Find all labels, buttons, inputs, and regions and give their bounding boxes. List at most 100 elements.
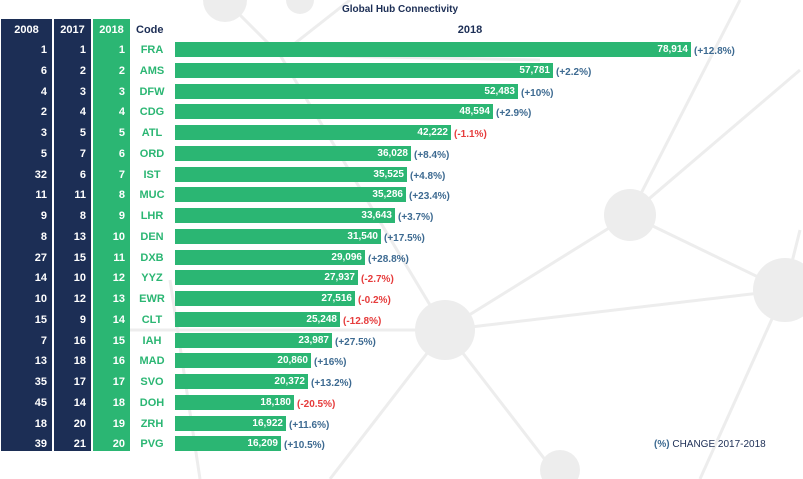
change-label: (+17.5%) [384, 233, 425, 244]
airport-code: DFW [139, 86, 165, 98]
rank-2017: 6 [79, 169, 86, 181]
data-label: 42,222 [417, 127, 448, 138]
rank-2008: 45 [34, 397, 47, 409]
header-code: Code [136, 24, 164, 36]
airport-code: IST [143, 169, 161, 181]
rank-2018: 20 [112, 438, 125, 450]
rank-2018: 11 [113, 252, 125, 264]
airport-code: PVG [140, 438, 164, 450]
data-label: 20,372 [274, 376, 305, 387]
rank-2017: 5 [79, 127, 86, 139]
rank-2008: 6 [40, 65, 47, 77]
change-label: (+11.6%) [289, 420, 330, 431]
header-2008: 2008 [14, 24, 39, 36]
bar [175, 208, 395, 223]
rank-2008: 7 [40, 335, 47, 347]
airport-code: ZRH [140, 418, 164, 430]
bar [175, 42, 691, 57]
rank-2008: 18 [34, 418, 47, 430]
bar [175, 167, 407, 182]
rank-2018: 18 [112, 397, 125, 409]
rank-2018: 3 [118, 86, 125, 98]
data-label: 18,180 [260, 397, 291, 408]
bar [175, 104, 493, 119]
data-label: 27,516 [321, 293, 352, 304]
data-label: 20,860 [277, 355, 308, 366]
airport-code: AMS [139, 65, 165, 77]
rank-2008: 8 [40, 231, 47, 243]
change-label: (+10%) [521, 88, 554, 99]
rank-2017: 8 [79, 210, 86, 222]
rank-2017: 16 [73, 335, 86, 347]
change-label: (+10.5%) [284, 440, 325, 451]
rank-2018: 6 [118, 148, 125, 160]
bar [175, 333, 332, 348]
data-label: 78,914 [657, 44, 688, 55]
rank-2018: 17 [112, 376, 125, 388]
header-2017: 2017 [60, 24, 85, 36]
data-label: 16,209 [247, 438, 278, 449]
airport-code: YYZ [141, 272, 163, 284]
rank-2017: 17 [73, 376, 86, 388]
rank-2018: 10 [112, 231, 125, 243]
airport-code: LHR [140, 210, 164, 222]
data-label: 29,096 [331, 252, 362, 263]
data-label: 27,937 [324, 272, 355, 283]
change-label: (+2.9%) [496, 108, 532, 119]
rank-2008: 3 [40, 127, 47, 139]
bar [175, 146, 411, 161]
rank-2018: 4 [118, 106, 125, 118]
bar [175, 270, 358, 285]
rank-2018: 16 [112, 355, 125, 367]
rank-2008: 13 [34, 355, 47, 367]
change-label: (+27.5%) [335, 337, 376, 348]
bar [175, 374, 308, 389]
airport-code: SVO [140, 376, 164, 388]
rank-2008: 9 [40, 210, 47, 222]
rank-2017: 20 [73, 418, 86, 430]
column-2008 [1, 19, 52, 451]
bar [175, 312, 340, 327]
rank-2017: 7 [79, 148, 86, 160]
legend-marker: (%) [654, 439, 670, 450]
rank-2017: 18 [73, 355, 86, 367]
airport-code: MUC [139, 189, 165, 201]
airport-code: ATL [141, 127, 163, 139]
airport-code: ORD [139, 148, 165, 160]
airport-code: MAD [139, 355, 165, 367]
rank-2017: 10 [73, 272, 86, 284]
rank-2008: 15 [34, 314, 47, 326]
rank-2018: 12 [112, 272, 125, 284]
rank-2018: 19 [112, 418, 125, 430]
bar [175, 353, 311, 368]
rank-2017: 15 [73, 252, 86, 264]
change-label: (+13.2%) [311, 378, 352, 389]
rank-2017: 9 [79, 314, 86, 326]
bar [175, 63, 553, 78]
airport-code: DEN [140, 231, 164, 243]
rank-2008: 35 [34, 376, 47, 388]
change-label: (+3.7%) [398, 212, 434, 223]
rank-2017: 21 [73, 438, 86, 450]
data-label: 52,483 [484, 86, 515, 97]
airport-code: FRA [140, 44, 164, 56]
data-label: 23,987 [298, 335, 329, 346]
data-label: 57,781 [519, 65, 550, 76]
airport-code: DXB [140, 252, 164, 264]
change-label: (-2.7%) [361, 274, 394, 285]
bar [175, 229, 381, 244]
bar [175, 250, 365, 265]
change-label: (+28.8%) [368, 254, 409, 265]
rank-2017: 12 [73, 293, 86, 305]
rank-2018: 7 [118, 169, 125, 181]
rank-2018: 15 [112, 335, 125, 347]
change-label: (-1.1%) [454, 129, 487, 140]
rank-2008: 4 [40, 86, 47, 98]
bar [175, 436, 281, 451]
chart-title: Global Hub Connectivity [341, 4, 459, 15]
airport-code: CLT [141, 314, 163, 326]
change-legend: (%) CHANGE 2017-2018 [654, 439, 766, 450]
bar [175, 84, 518, 99]
rank-2008: 39 [34, 438, 47, 450]
data-label: 35,525 [373, 169, 404, 180]
